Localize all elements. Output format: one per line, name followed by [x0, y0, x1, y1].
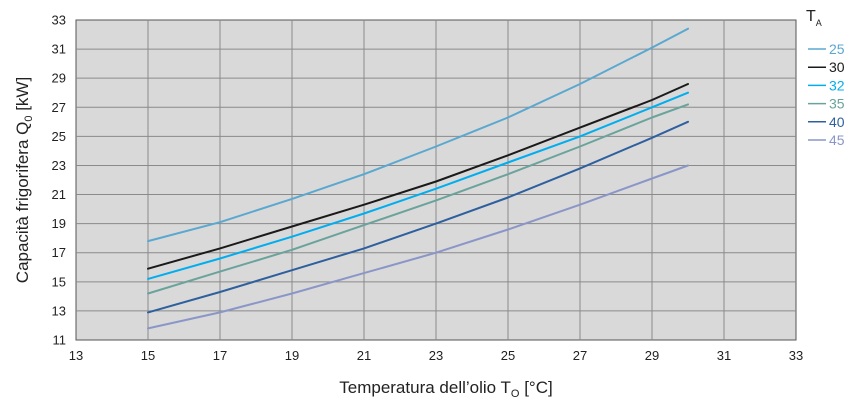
y-tick-label: 21: [52, 187, 66, 202]
series-line-30: [147, 83, 689, 270]
y-tick-label: 29: [52, 71, 66, 86]
x-tick-label: 33: [789, 348, 803, 363]
y-tick-label: 19: [52, 216, 66, 231]
y-axis-title: Capacità frigorifera Q0 [kW]: [13, 77, 35, 283]
series-line-32: [147, 91, 689, 280]
x-tick-label: 27: [573, 348, 587, 363]
series-line-25: [147, 27, 689, 243]
x-tick-label: 25: [501, 348, 515, 363]
y-tick-label: 33: [52, 13, 66, 28]
y-tick-label: 11: [53, 333, 67, 348]
y-tick-label: 17: [52, 245, 66, 260]
series-line-45: [147, 164, 689, 330]
y-tick-label: 15: [52, 274, 66, 289]
legend: TA 25 30 32 35 40 45: [806, 8, 845, 148]
series-line-40: [147, 120, 689, 314]
y-tick-label: 13: [52, 303, 66, 318]
legend-label-40: 40: [829, 114, 845, 130]
y-tick-label: 27: [52, 100, 66, 115]
legend-label-25: 25: [829, 41, 845, 57]
x-tick-label: 31: [717, 348, 731, 363]
x-tick-label: 13: [69, 348, 83, 363]
legend-items: 25 30 32 35 40 45: [808, 41, 845, 148]
x-axis-title: Temperatura dell’olio TO [°C]: [339, 378, 552, 400]
legend-label-30: 30: [829, 59, 845, 75]
y-tick-label: 31: [52, 42, 66, 57]
y-axis-ticks: 11 13 15 17 19 21 23 25 27 29 31 33: [52, 13, 66, 348]
x-tick-label: 23: [429, 348, 443, 363]
series-line-35: [147, 103, 689, 295]
x-tick-label: 17: [213, 348, 227, 363]
x-tick-label: 29: [645, 348, 659, 363]
legend-label-35: 35: [829, 96, 845, 112]
legend-title: TA: [806, 8, 822, 28]
legend-label-45: 45: [829, 132, 845, 148]
legend-label-32: 32: [829, 77, 845, 93]
series-lines: [147, 27, 689, 330]
x-tick-label: 19: [285, 348, 299, 363]
grid: [76, 20, 796, 340]
y-tick-label: 23: [52, 158, 66, 173]
x-tick-label: 15: [141, 348, 155, 363]
x-tick-label: 21: [357, 348, 371, 363]
x-axis-ticks: 13 15 17 19 21 23 25 27 29 31 33: [69, 348, 803, 363]
y-tick-label: 25: [52, 129, 66, 144]
